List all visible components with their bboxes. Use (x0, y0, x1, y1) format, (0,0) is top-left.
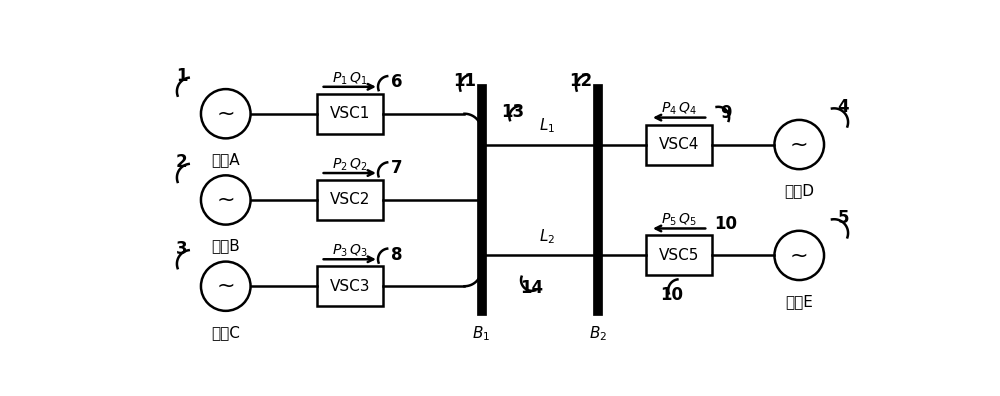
Text: 11: 11 (453, 72, 476, 90)
Text: 4: 4 (838, 98, 849, 116)
Bar (317, 180, 383, 220)
Text: ~: ~ (216, 276, 235, 296)
Text: ~: ~ (790, 246, 809, 265)
Text: $P_3\,Q_3$: $P_3\,Q_3$ (332, 243, 367, 259)
Bar (317, 94, 383, 134)
Text: 电网E: 电网E (785, 294, 813, 309)
Text: VSC1: VSC1 (330, 106, 370, 121)
Bar (646, 235, 712, 276)
Text: $L_1$: $L_1$ (539, 116, 555, 135)
Text: $P_1\,Q_1$: $P_1\,Q_1$ (332, 70, 367, 86)
Text: ~: ~ (216, 190, 235, 210)
Bar (317, 266, 383, 306)
Text: 8: 8 (391, 246, 402, 264)
Text: VSC5: VSC5 (659, 248, 699, 263)
Text: VSC4: VSC4 (659, 137, 699, 152)
Text: $B_2$: $B_2$ (589, 325, 607, 343)
Text: 1: 1 (176, 67, 187, 85)
Text: ~: ~ (216, 104, 235, 124)
Text: $P_2\,Q_2$: $P_2\,Q_2$ (332, 156, 367, 173)
Text: 电网A: 电网A (211, 152, 240, 167)
Bar (646, 124, 712, 165)
Text: 电网B: 电网B (211, 238, 240, 253)
Text: $B_1$: $B_1$ (472, 325, 491, 343)
Text: ~: ~ (790, 135, 809, 154)
Text: 10: 10 (660, 286, 683, 304)
Text: 13: 13 (501, 103, 524, 121)
Text: $L_2$: $L_2$ (539, 227, 555, 246)
Text: 电网D: 电网D (784, 183, 814, 198)
Text: $P_5\,Q_5$: $P_5\,Q_5$ (661, 212, 697, 228)
Text: VSC3: VSC3 (330, 279, 370, 294)
Text: 2: 2 (176, 154, 187, 171)
Text: 电网C: 电网C (211, 325, 240, 340)
Text: 9: 9 (720, 104, 732, 122)
Text: 6: 6 (391, 73, 402, 91)
Text: 5: 5 (838, 209, 849, 227)
Text: 3: 3 (176, 240, 187, 258)
Text: 7: 7 (391, 160, 402, 177)
Text: $P_4\,Q_4$: $P_4\,Q_4$ (661, 101, 697, 117)
Text: 10: 10 (715, 215, 738, 233)
Text: 14: 14 (520, 279, 543, 297)
Text: VSC2: VSC2 (330, 192, 370, 208)
Text: 12: 12 (569, 72, 592, 90)
